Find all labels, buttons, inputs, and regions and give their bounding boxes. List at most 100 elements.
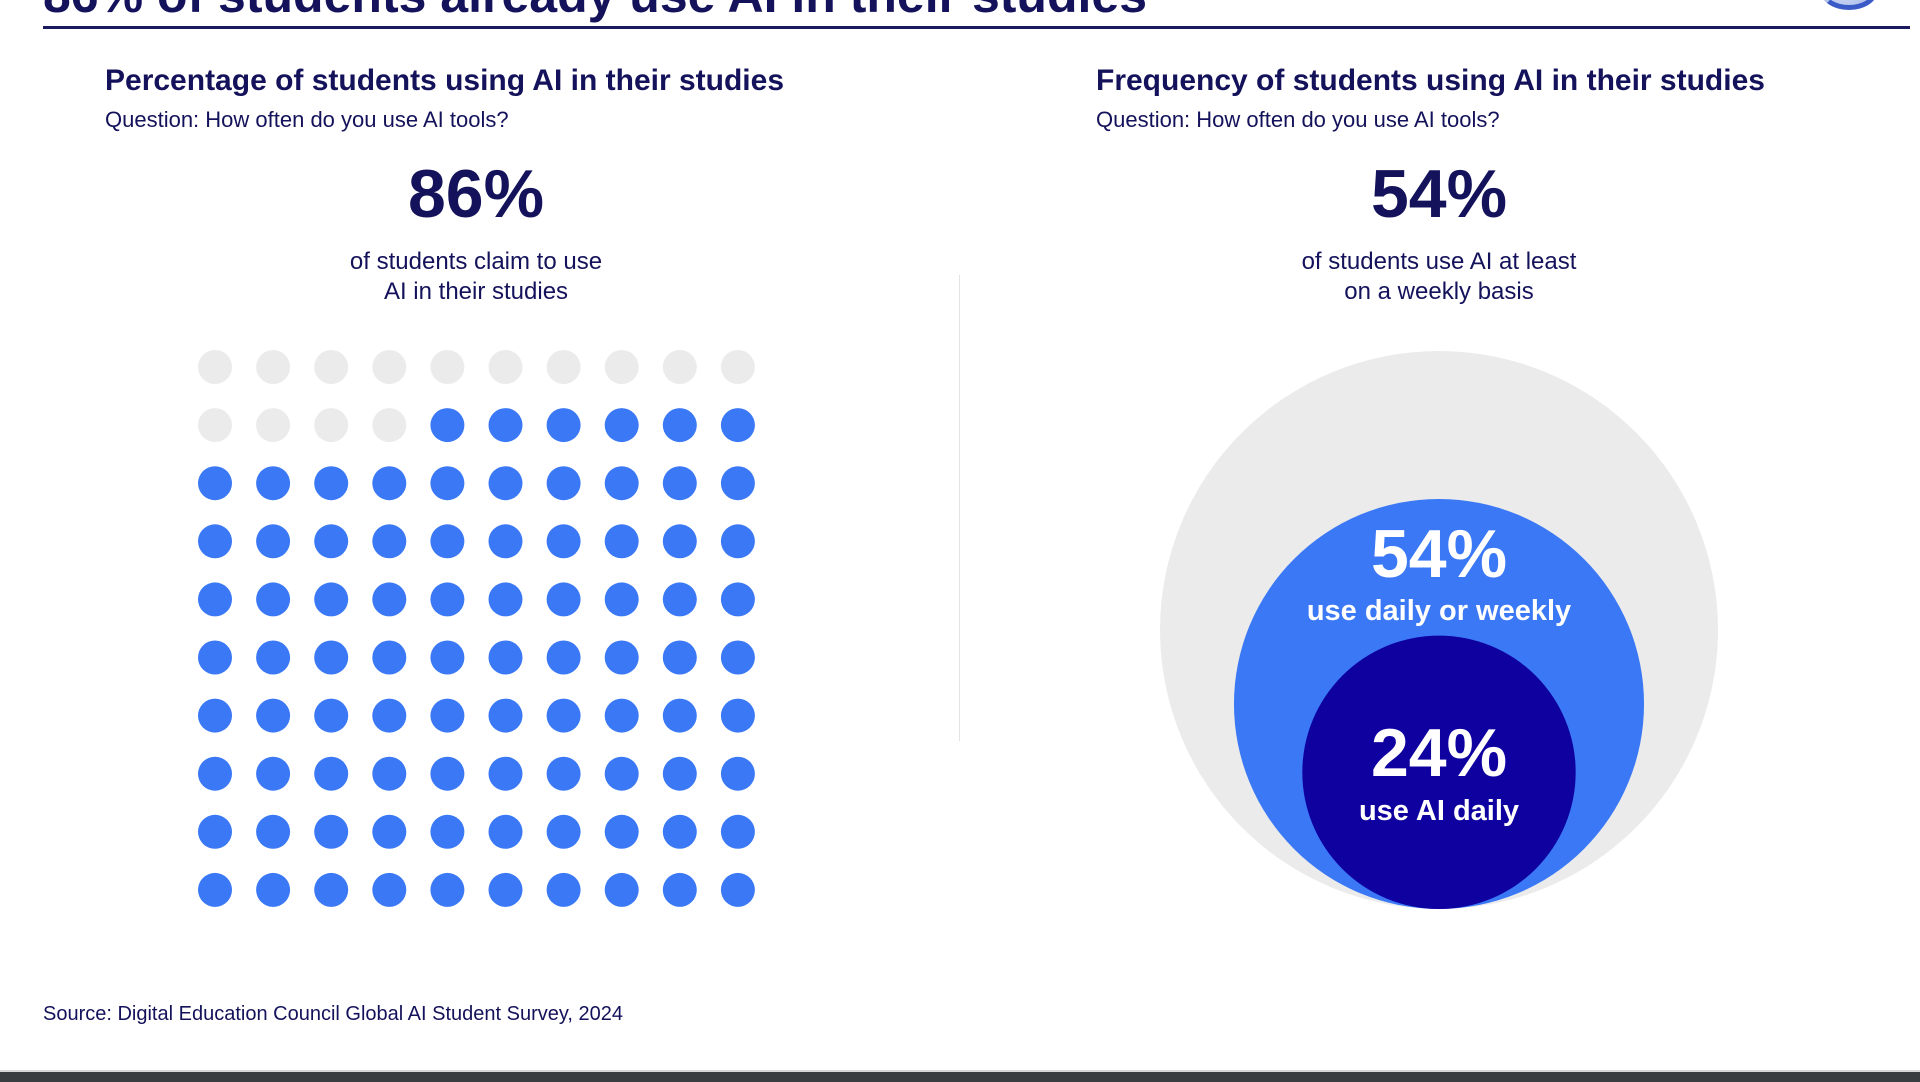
right-heading: Frequency of students using AI in their … [1096, 64, 1765, 97]
left-desc-line2: AI in their studies [383, 278, 569, 305]
waffle-dot-filled [198, 524, 232, 559]
divider [959, 275, 960, 741]
waffle-dot-filled [488, 698, 523, 733]
waffle-dot-filled [256, 466, 291, 501]
waffle-dot-filled [488, 640, 523, 675]
waffle-dot-filled [314, 466, 349, 501]
waffle-dot-filled [662, 408, 697, 443]
waffle-dot-filled [720, 466, 755, 501]
inner-circle-value: 24% [1370, 715, 1508, 791]
waffle-dot-filled [430, 698, 465, 733]
waffle-dot-filled [430, 524, 465, 559]
waffle-dot-filled [662, 524, 697, 559]
source-note: Source: Digital Education Council Global… [43, 1003, 623, 1025]
waffle-dot-filled [546, 814, 581, 849]
waffle-dot-filled [546, 524, 581, 559]
waffle-dot-filled [198, 872, 232, 907]
waffle-dot-filled [604, 814, 639, 849]
waffle-dot-filled [488, 872, 523, 907]
waffle-dot-filled [198, 640, 232, 675]
right-desc-line2: on a weekly basis [1344, 278, 1534, 305]
waffle-dot-empty [720, 350, 755, 384]
waffle-dot-filled [314, 756, 349, 791]
waffle-dot-filled [256, 524, 291, 559]
waffle-dot-filled [546, 872, 581, 907]
waffle-dot-filled [314, 698, 349, 733]
waffle-dot-filled [256, 582, 291, 617]
main-title: 86% of students already use AI in their … [43, 0, 1147, 24]
waffle-dot-filled [488, 466, 523, 501]
waffle-dot-filled [604, 640, 639, 675]
waffle-dot-empty [256, 408, 291, 443]
waffle-dot-filled [488, 814, 523, 849]
waffle-dot-empty [198, 408, 232, 443]
waffle-dot-empty [314, 408, 349, 443]
waffle-dot-filled [604, 698, 639, 733]
waffle-dot-filled [372, 814, 407, 849]
waffle-dot-filled [488, 524, 523, 559]
waffle-dot-filled [198, 756, 232, 791]
left-question: Question: How often do you use AI tools? [105, 107, 509, 132]
waffle-dot-filled [604, 872, 639, 907]
waffle-dot-empty [372, 350, 407, 384]
waffle-dot-filled [372, 582, 407, 617]
waffle-dot-filled [720, 408, 755, 443]
waffle-dot-filled [372, 524, 407, 559]
daily-circle [1302, 635, 1576, 909]
waffle-dot-filled [720, 524, 755, 559]
waffle-dot-filled [314, 582, 349, 617]
waffle-dot-filled [604, 408, 639, 443]
waffle-dot-filled [372, 466, 407, 501]
waffle-dot-filled [372, 698, 407, 733]
inner-circle-label: use AI daily [1358, 795, 1520, 827]
waffle-dot-filled [314, 872, 349, 907]
waffle-dot-empty [430, 350, 465, 384]
waffle-dot-filled [546, 698, 581, 733]
waffle-dot-filled [430, 408, 465, 443]
waffle-dot-filled [546, 466, 581, 501]
waffle-dot-filled [198, 582, 232, 617]
waffle-dot-filled [488, 408, 523, 443]
taskbar [0, 1070, 1920, 1082]
waffle-dot-empty [256, 350, 291, 384]
waffle-dot-filled [430, 872, 465, 907]
waffle-dot-filled [720, 756, 755, 791]
waffle-dot-filled [662, 814, 697, 849]
waffle-dot-empty [604, 350, 639, 384]
left-heading: Percentage of students using AI in their… [105, 64, 784, 97]
waffle-dot-filled [720, 640, 755, 675]
header-rule [43, 26, 1910, 29]
waffle-dot-filled [604, 524, 639, 559]
outer-circle-label: use daily or weekly [1306, 595, 1572, 627]
waffle-dot-filled [198, 814, 232, 849]
waffle-dot-filled [604, 582, 639, 617]
waffle-dot-filled [720, 698, 755, 733]
waffle-dot-filled [662, 466, 697, 501]
waffle-dot-filled [430, 582, 465, 617]
right-desc-line1: of students use AI at least [1301, 248, 1577, 275]
waffle-dot-empty [662, 350, 697, 384]
waffle-dot-filled [720, 872, 755, 907]
waffle-dot-filled [488, 756, 523, 791]
waffle-dot-filled [546, 582, 581, 617]
waffle-dot-filled [314, 814, 349, 849]
waffle-dot-empty [546, 350, 581, 384]
waffle-dot-empty [372, 408, 407, 443]
waffle-dot-filled [662, 582, 697, 617]
waffle-dot-filled [604, 466, 639, 501]
waffle-dot-filled [256, 814, 291, 849]
waffle-dot-filled [546, 408, 581, 443]
right-question: Question: How often do you use AI tools? [1096, 107, 1500, 132]
waffle-dot-filled [662, 640, 697, 675]
waffle-dot-filled [372, 872, 407, 907]
waffle-dot-filled [488, 582, 523, 617]
waffle-dot-filled [314, 524, 349, 559]
waffle-dot-filled [314, 640, 349, 675]
right-big-value: 54% [1370, 156, 1508, 232]
waffle-dot-filled [662, 872, 697, 907]
waffle-dot-filled [198, 698, 232, 733]
waffle-dot-filled [430, 814, 465, 849]
waffle-dot-empty [198, 350, 232, 384]
waffle-dot-filled [662, 698, 697, 733]
